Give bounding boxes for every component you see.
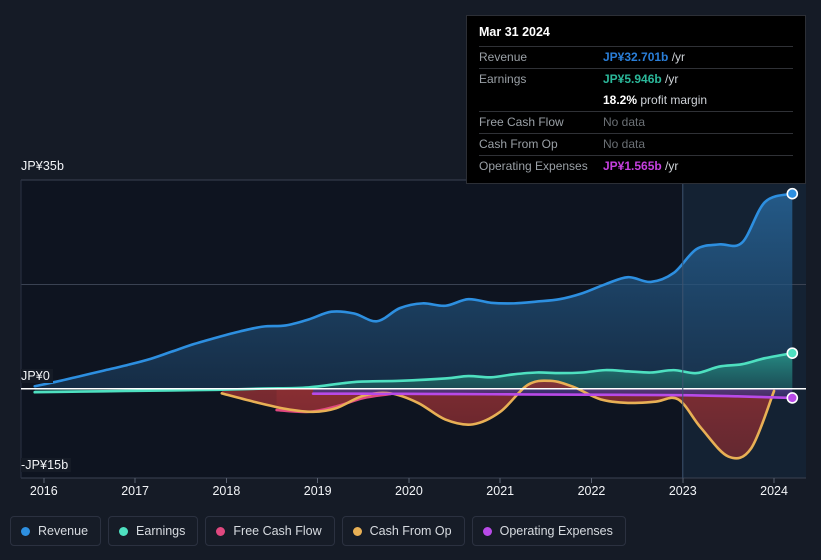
tooltip-row-label: Earnings [479, 68, 603, 90]
tooltip-row-label: Cash From Op [479, 133, 603, 156]
chart-legend[interactable]: Revenue Earnings Free Cash Flow Cash From O… [10, 516, 626, 546]
tooltip-row-value: No data [603, 111, 793, 134]
line-cash-from-op [220, 379, 776, 460]
x-axis-tick-2020: 2020 [395, 484, 423, 498]
y-axis-label-max: JP¥35b [21, 159, 67, 173]
chart-series-lines [33, 192, 794, 460]
tooltip-row-value: No data [603, 133, 793, 156]
chart-svg [20, 179, 806, 483]
legend-item-label: Free Cash Flow [233, 524, 322, 538]
area-earnings [34, 353, 793, 393]
x-axis-tick-2019: 2019 [303, 484, 332, 498]
x-axis-tick-2018: 2018 [212, 484, 241, 498]
tooltip-table: Revenue JP¥32.701b /yr Earnings JP¥5.946b /… [479, 46, 793, 177]
legend-color-dot-icon [482, 526, 492, 536]
x-axis-tick-2022: 2022 [577, 484, 606, 498]
tooltip-row-label: Revenue [479, 46, 603, 69]
legend-item-cash-from-op[interactable]: Cash From Op [341, 516, 465, 546]
legend-item-label: Earnings [136, 524, 186, 538]
area-revenue [34, 193, 793, 389]
legend-item-free-cash-flow[interactable]: Free Cash Flow [205, 516, 335, 546]
chart-plot-area[interactable]: JP¥35b JP¥0 -JP¥15b 2016 2017 2018 2019 2020… [0, 0, 821, 505]
y-axis-label-zero: JP¥0 [21, 369, 53, 383]
tooltip-row-value: 18.2% profit margin [603, 93, 708, 107]
legend-item-earnings[interactable]: Earnings [108, 516, 199, 546]
tooltip-row-value: JP¥1.565b /yr [603, 155, 793, 177]
tooltip-row-label [479, 90, 603, 112]
line-earnings [33, 351, 794, 394]
chart-tooltip: Mar 31 2024 Revenue JP¥32.701b /yr Earning… [466, 15, 806, 184]
y-axis-label-min: -JP¥15b [21, 458, 72, 472]
tooltip-row-label: Operating Expenses [479, 155, 603, 177]
x-axis-tick-2016: 2016 [29, 484, 58, 498]
endpoint-marker-operating-expenses[interactable] [786, 392, 799, 404]
tooltip-row: Revenue JP¥32.701b /yr [479, 46, 793, 69]
line-revenue [33, 192, 794, 388]
endpoint-marker-earnings[interactable] [786, 347, 799, 359]
tooltip-row: Free Cash Flow No data [479, 111, 793, 134]
tooltip-row: Earnings JP¥5.946b /yr [479, 68, 793, 90]
legend-color-dot-icon [21, 526, 30, 536]
x-axis-tick-2021: 2021 [486, 484, 515, 498]
area-cash-from-op [221, 380, 775, 459]
legend-item-operating-expenses[interactable]: Operating Expenses [471, 516, 626, 546]
endpoint-marker-revenue[interactable] [786, 187, 799, 200]
x-axis-tick-2023: 2023 [668, 484, 697, 498]
legend-item-label: Revenue [38, 524, 89, 538]
legend-item-label: Cash From Op [369, 524, 452, 538]
tooltip-row-label: Free Cash Flow [479, 111, 603, 134]
legend-color-dot-icon [352, 526, 362, 536]
line-operating-expenses [311, 392, 794, 400]
legend-color-dot-icon [119, 526, 129, 536]
tooltip-row: Cash From Op No data [479, 133, 793, 156]
legend-color-dot-icon [216, 526, 226, 536]
tooltip-date: Mar 31 2024 [479, 25, 550, 39]
x-axis-tick-2017: 2017 [121, 484, 149, 498]
chart-endpoint-markers[interactable] [786, 187, 799, 404]
legend-item-revenue[interactable]: Revenue [10, 516, 102, 546]
tooltip-row: 18.2% profit margin [479, 90, 793, 112]
tooltip-row-value: JP¥5.946b /yr [603, 68, 793, 90]
tooltip-row-value: JP¥32.701b /yr [603, 46, 793, 69]
legend-item-label: Operating Expenses [499, 524, 613, 538]
x-axis-tick-2024: 2024 [760, 484, 788, 498]
tooltip-row: Operating Expenses JP¥1.565b /yr [479, 155, 793, 177]
